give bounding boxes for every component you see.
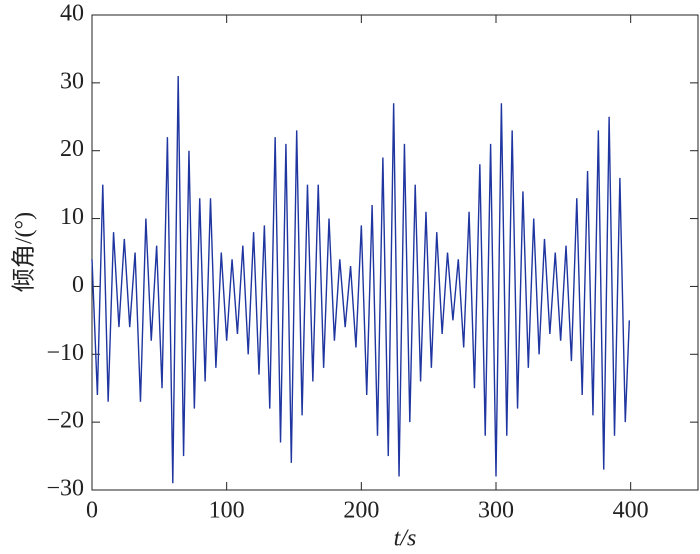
y-axis-label: 倾角/(°) <box>11 212 38 292</box>
y-tick-label: 40 <box>60 1 84 27</box>
y-tick-label: −30 <box>46 476 84 502</box>
x-tick-label: 400 <box>613 498 649 524</box>
x-tick-label: 300 <box>478 498 514 524</box>
y-tick-label: 10 <box>60 204 84 230</box>
y-tick-label: 30 <box>60 68 84 94</box>
x-axis-label: t/s <box>394 526 417 552</box>
x-tick-label: 200 <box>343 498 379 524</box>
x-tick-label: 0 <box>86 498 98 524</box>
y-tick-label: −10 <box>46 340 84 366</box>
plot-frame <box>91 14 699 491</box>
y-tick-label: 0 <box>72 272 84 298</box>
x-tick-label: 100 <box>209 498 245 524</box>
data-line <box>91 76 631 484</box>
y-tick-label: 20 <box>60 136 84 162</box>
y-tick-label: −20 <box>46 408 84 434</box>
